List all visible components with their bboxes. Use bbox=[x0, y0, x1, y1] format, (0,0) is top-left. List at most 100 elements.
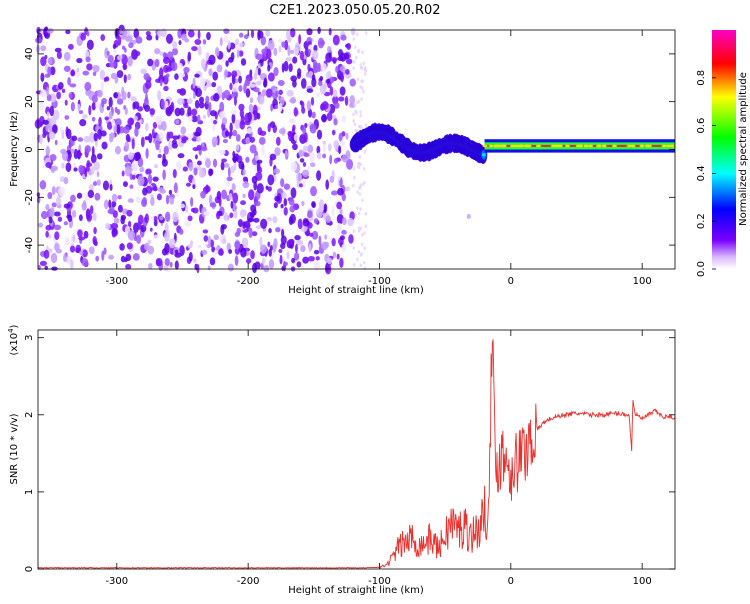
heatmap-cell bbox=[311, 201, 316, 209]
heatmap-cell bbox=[161, 158, 168, 167]
heatmap-cell bbox=[669, 144, 675, 148]
heatmap-cell bbox=[207, 265, 211, 271]
heatmap-cell bbox=[69, 245, 76, 253]
heatmap-cell bbox=[501, 144, 507, 148]
heatmap-cell bbox=[352, 37, 356, 41]
heatmap-cell bbox=[364, 123, 368, 127]
heatmap-cell bbox=[611, 144, 617, 148]
heatmap-cell bbox=[46, 27, 54, 34]
heatmap-cell bbox=[496, 144, 502, 148]
heatmap-cell bbox=[176, 97, 185, 105]
heatmap-cell bbox=[246, 223, 250, 232]
heatmap-cell bbox=[292, 143, 298, 151]
heatmap-cell bbox=[323, 81, 327, 90]
heatmap-cell bbox=[362, 61, 365, 66]
heatmap-cell bbox=[169, 261, 173, 268]
heatmap-cell bbox=[307, 41, 312, 46]
heatmap-cell bbox=[578, 144, 584, 148]
heatmap-cell bbox=[122, 181, 128, 187]
heatmap-cell bbox=[163, 85, 169, 92]
heatmap-cell bbox=[661, 144, 667, 148]
heatmap-cell bbox=[341, 154, 349, 163]
heatmap-cell bbox=[146, 34, 153, 41]
heatmap-cell bbox=[356, 257, 359, 262]
heatmap-cell bbox=[36, 26, 41, 35]
heatmap-cell bbox=[356, 206, 359, 210]
heatmap-cell bbox=[360, 242, 364, 247]
heatmap-cell bbox=[193, 131, 201, 137]
heatmap-cell bbox=[119, 243, 125, 251]
heatmap-cell bbox=[164, 100, 169, 108]
heatmap-cell bbox=[114, 106, 118, 113]
heatmap-cell bbox=[630, 144, 636, 148]
spectrogram-y-tick-label: 20 bbox=[24, 95, 35, 108]
heatmap-cell bbox=[259, 236, 263, 247]
heatmap-cell bbox=[231, 113, 236, 124]
heatmap-cell bbox=[337, 175, 341, 181]
heatmap-cell bbox=[119, 28, 123, 35]
heatmap-cell bbox=[127, 73, 132, 81]
heatmap-cell bbox=[250, 250, 255, 260]
heatmap-cell bbox=[244, 78, 251, 86]
heatmap-cell bbox=[359, 85, 362, 89]
heatmap-cell bbox=[336, 223, 343, 232]
heatmap-cell bbox=[331, 205, 335, 217]
heatmap-cell bbox=[350, 27, 356, 36]
heatmap-cell bbox=[52, 186, 56, 195]
heatmap-cell bbox=[233, 209, 238, 219]
heatmap-cell bbox=[331, 129, 336, 136]
heatmap-cell bbox=[353, 175, 356, 180]
heatmap-cell bbox=[39, 101, 44, 111]
heatmap-cell bbox=[228, 56, 234, 63]
heatmap-cell bbox=[263, 77, 268, 88]
heatmap-cell bbox=[162, 169, 166, 181]
heatmap-cell bbox=[213, 234, 220, 241]
heatmap-cell bbox=[112, 210, 118, 218]
heatmap-cell bbox=[363, 180, 366, 185]
heatmap-cell bbox=[331, 237, 336, 247]
heatmap-cell bbox=[136, 221, 142, 230]
heatmap-cell bbox=[359, 113, 362, 118]
heatmap-cell bbox=[49, 154, 57, 162]
heatmap-cell bbox=[109, 184, 113, 191]
heatmap-cell bbox=[239, 109, 245, 118]
heatmap-cell bbox=[340, 138, 345, 147]
heatmap-cell bbox=[278, 102, 283, 113]
heatmap-cell bbox=[285, 56, 292, 62]
heatmap-cell bbox=[356, 77, 360, 82]
heatmap-cell bbox=[218, 196, 222, 207]
heatmap-cell bbox=[182, 166, 189, 172]
snr-x-tick-label: 0 bbox=[508, 576, 514, 587]
heatmap-cell bbox=[190, 207, 195, 213]
heatmap-cell bbox=[304, 47, 309, 57]
heatmap-cell bbox=[250, 204, 257, 213]
heatmap-cell bbox=[145, 80, 152, 90]
heatmap-cell bbox=[126, 242, 133, 250]
heatmap-cell bbox=[488, 144, 494, 148]
heatmap-cell bbox=[55, 248, 62, 254]
heatmap-cell bbox=[290, 187, 297, 199]
heatmap-cell bbox=[277, 80, 285, 87]
heatmap-cell bbox=[224, 212, 228, 221]
heatmap-cell bbox=[265, 88, 273, 98]
heatmap-cell bbox=[52, 124, 58, 134]
heatmap-cell bbox=[273, 168, 281, 175]
heatmap-cell bbox=[203, 114, 206, 119]
heatmap-cell bbox=[309, 232, 314, 237]
heatmap-cell bbox=[153, 219, 158, 227]
heatmap-cell bbox=[363, 231, 366, 236]
heatmap-cell bbox=[54, 47, 62, 53]
heatmap-cell bbox=[357, 165, 361, 170]
heatmap-cell bbox=[124, 257, 128, 263]
heatmap-cell bbox=[360, 97, 363, 101]
heatmap-cell bbox=[291, 257, 296, 264]
heatmap-cell bbox=[317, 26, 321, 35]
heatmap-cell bbox=[203, 235, 209, 242]
heatmap-cell bbox=[261, 89, 267, 97]
heatmap-cell bbox=[357, 249, 361, 254]
heatmap-cell bbox=[145, 122, 149, 132]
heatmap-cell bbox=[127, 152, 134, 160]
heatmap-cell bbox=[145, 31, 151, 36]
snr-y-tick-label: 3 bbox=[24, 335, 35, 341]
heatmap-cell bbox=[227, 167, 231, 178]
